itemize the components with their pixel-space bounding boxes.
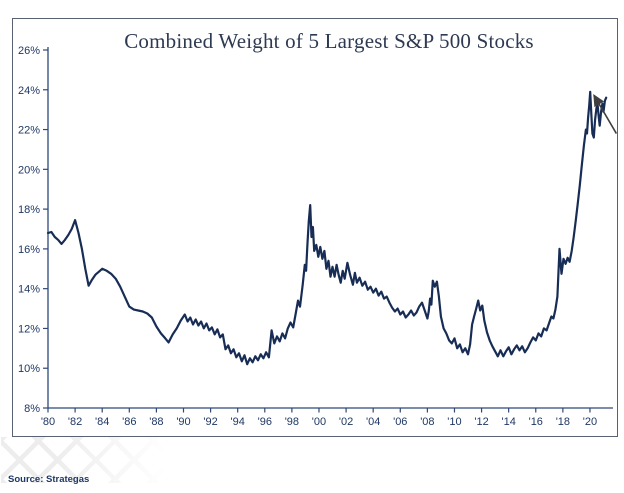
line-chart: 8% 10% 12% 14% 16% 18% 20% 22% 24% 26% '80 '82 '84 '8… — [18, 45, 618, 428]
watermark-pattern — [1, 437, 181, 483]
annotation-arrow — [593, 93, 618, 134]
y-tick-label: 16% — [18, 244, 40, 256]
x-tick-label: '18 — [556, 416, 570, 428]
x-tick-label: '06 — [393, 416, 407, 428]
y-tick-label: 18% — [18, 204, 40, 216]
y-tick-label: 14% — [18, 284, 40, 296]
chart-frame — [12, 18, 618, 437]
x-tick-label: '12 — [474, 416, 488, 428]
x-tick-label: '04 — [366, 416, 380, 428]
chart-title: Combined Weight of 5 Largest S&P 500 Sto… — [124, 29, 534, 53]
x-tick-label: '02 — [339, 416, 353, 428]
x-tick-label: '86 — [122, 416, 136, 428]
series-line — [46, 90, 608, 366]
x-tick-label: '84 — [95, 416, 109, 428]
x-tick-label: '90 — [176, 416, 190, 428]
x-tick-label: '98 — [285, 416, 299, 428]
x-tick-label: '16 — [529, 416, 543, 428]
y-tick-label: 22% — [18, 125, 40, 137]
y-tick-label: 8% — [24, 403, 40, 415]
y-tick-label: 12% — [18, 323, 40, 335]
x-tick-label: '82 — [68, 416, 82, 428]
x-tick-label: '88 — [149, 416, 163, 428]
y-tick-label: 20% — [18, 164, 40, 176]
x-tick-label: '20 — [583, 416, 597, 428]
x-tick-label: '80 — [41, 416, 55, 428]
y-tick-label: 24% — [18, 85, 40, 97]
x-tick-label: '00 — [312, 416, 326, 428]
x-tick-label: '14 — [501, 416, 515, 428]
y-tick-label: 26% — [18, 45, 40, 57]
source-label: Source: Strategas — [8, 474, 90, 485]
x-tick-label: '94 — [231, 416, 245, 428]
x-tick-label: '10 — [447, 416, 461, 428]
x-tick-label: '08 — [420, 416, 434, 428]
x-tick-label: '92 — [203, 416, 217, 428]
y-tick-label: 10% — [18, 363, 40, 375]
x-tick-label: '96 — [258, 416, 272, 428]
